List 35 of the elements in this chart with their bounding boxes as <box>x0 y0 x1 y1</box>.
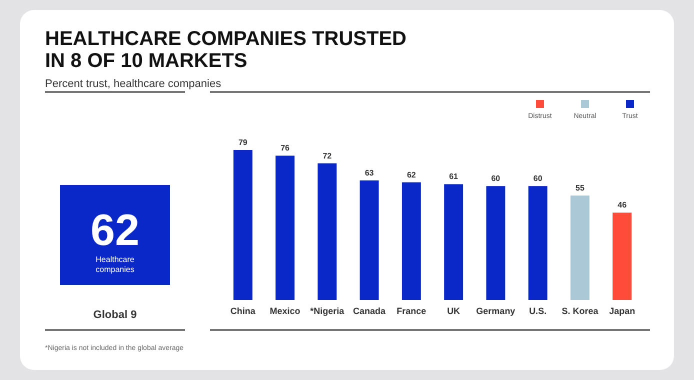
bar <box>612 212 632 300</box>
data-label: 61 <box>449 172 459 182</box>
data-label: 63 <box>364 168 374 178</box>
bar <box>486 186 506 300</box>
data-label: 46 <box>618 200 628 210</box>
data-label: 72 <box>322 151 332 160</box>
bar <box>276 156 295 300</box>
x-tick-label: Canada <box>353 306 387 316</box>
bar <box>570 196 590 300</box>
bar <box>402 182 421 300</box>
data-label: 55 <box>576 184 585 193</box>
data-label: 60 <box>533 174 543 184</box>
x-tick-label: U.S. <box>529 306 547 316</box>
text: Healthcare companies <box>96 255 135 274</box>
bar <box>360 180 379 300</box>
x-tick-label: France <box>396 306 426 316</box>
x-tick-label: Germany <box>476 306 516 316</box>
x-tick-label: UK <box>447 306 461 316</box>
bar <box>318 163 337 300</box>
bar <box>528 186 548 300</box>
x-tick-label: S. Korea <box>562 306 600 316</box>
data-label: 60 <box>491 174 501 184</box>
x-tick-label: China <box>230 306 256 316</box>
x-tick-label: Japan <box>609 306 636 316</box>
text: 62 <box>90 206 140 255</box>
x-tick-label: *Nigeria <box>310 306 346 316</box>
bar <box>233 150 252 300</box>
text: Global 9 <box>93 309 137 321</box>
data-label: 76 <box>280 144 290 153</box>
data-label: 79 <box>238 138 248 147</box>
text: Percent trust, healthcare companies <box>45 78 222 90</box>
bar <box>444 184 464 300</box>
chart-title: HEALTHCARE COMPANIES TRUSTED IN 8 OF 10 MARKETS <box>45 28 406 72</box>
x-tick-label: Mexico <box>270 306 301 316</box>
data-label: 62 <box>406 170 416 180</box>
